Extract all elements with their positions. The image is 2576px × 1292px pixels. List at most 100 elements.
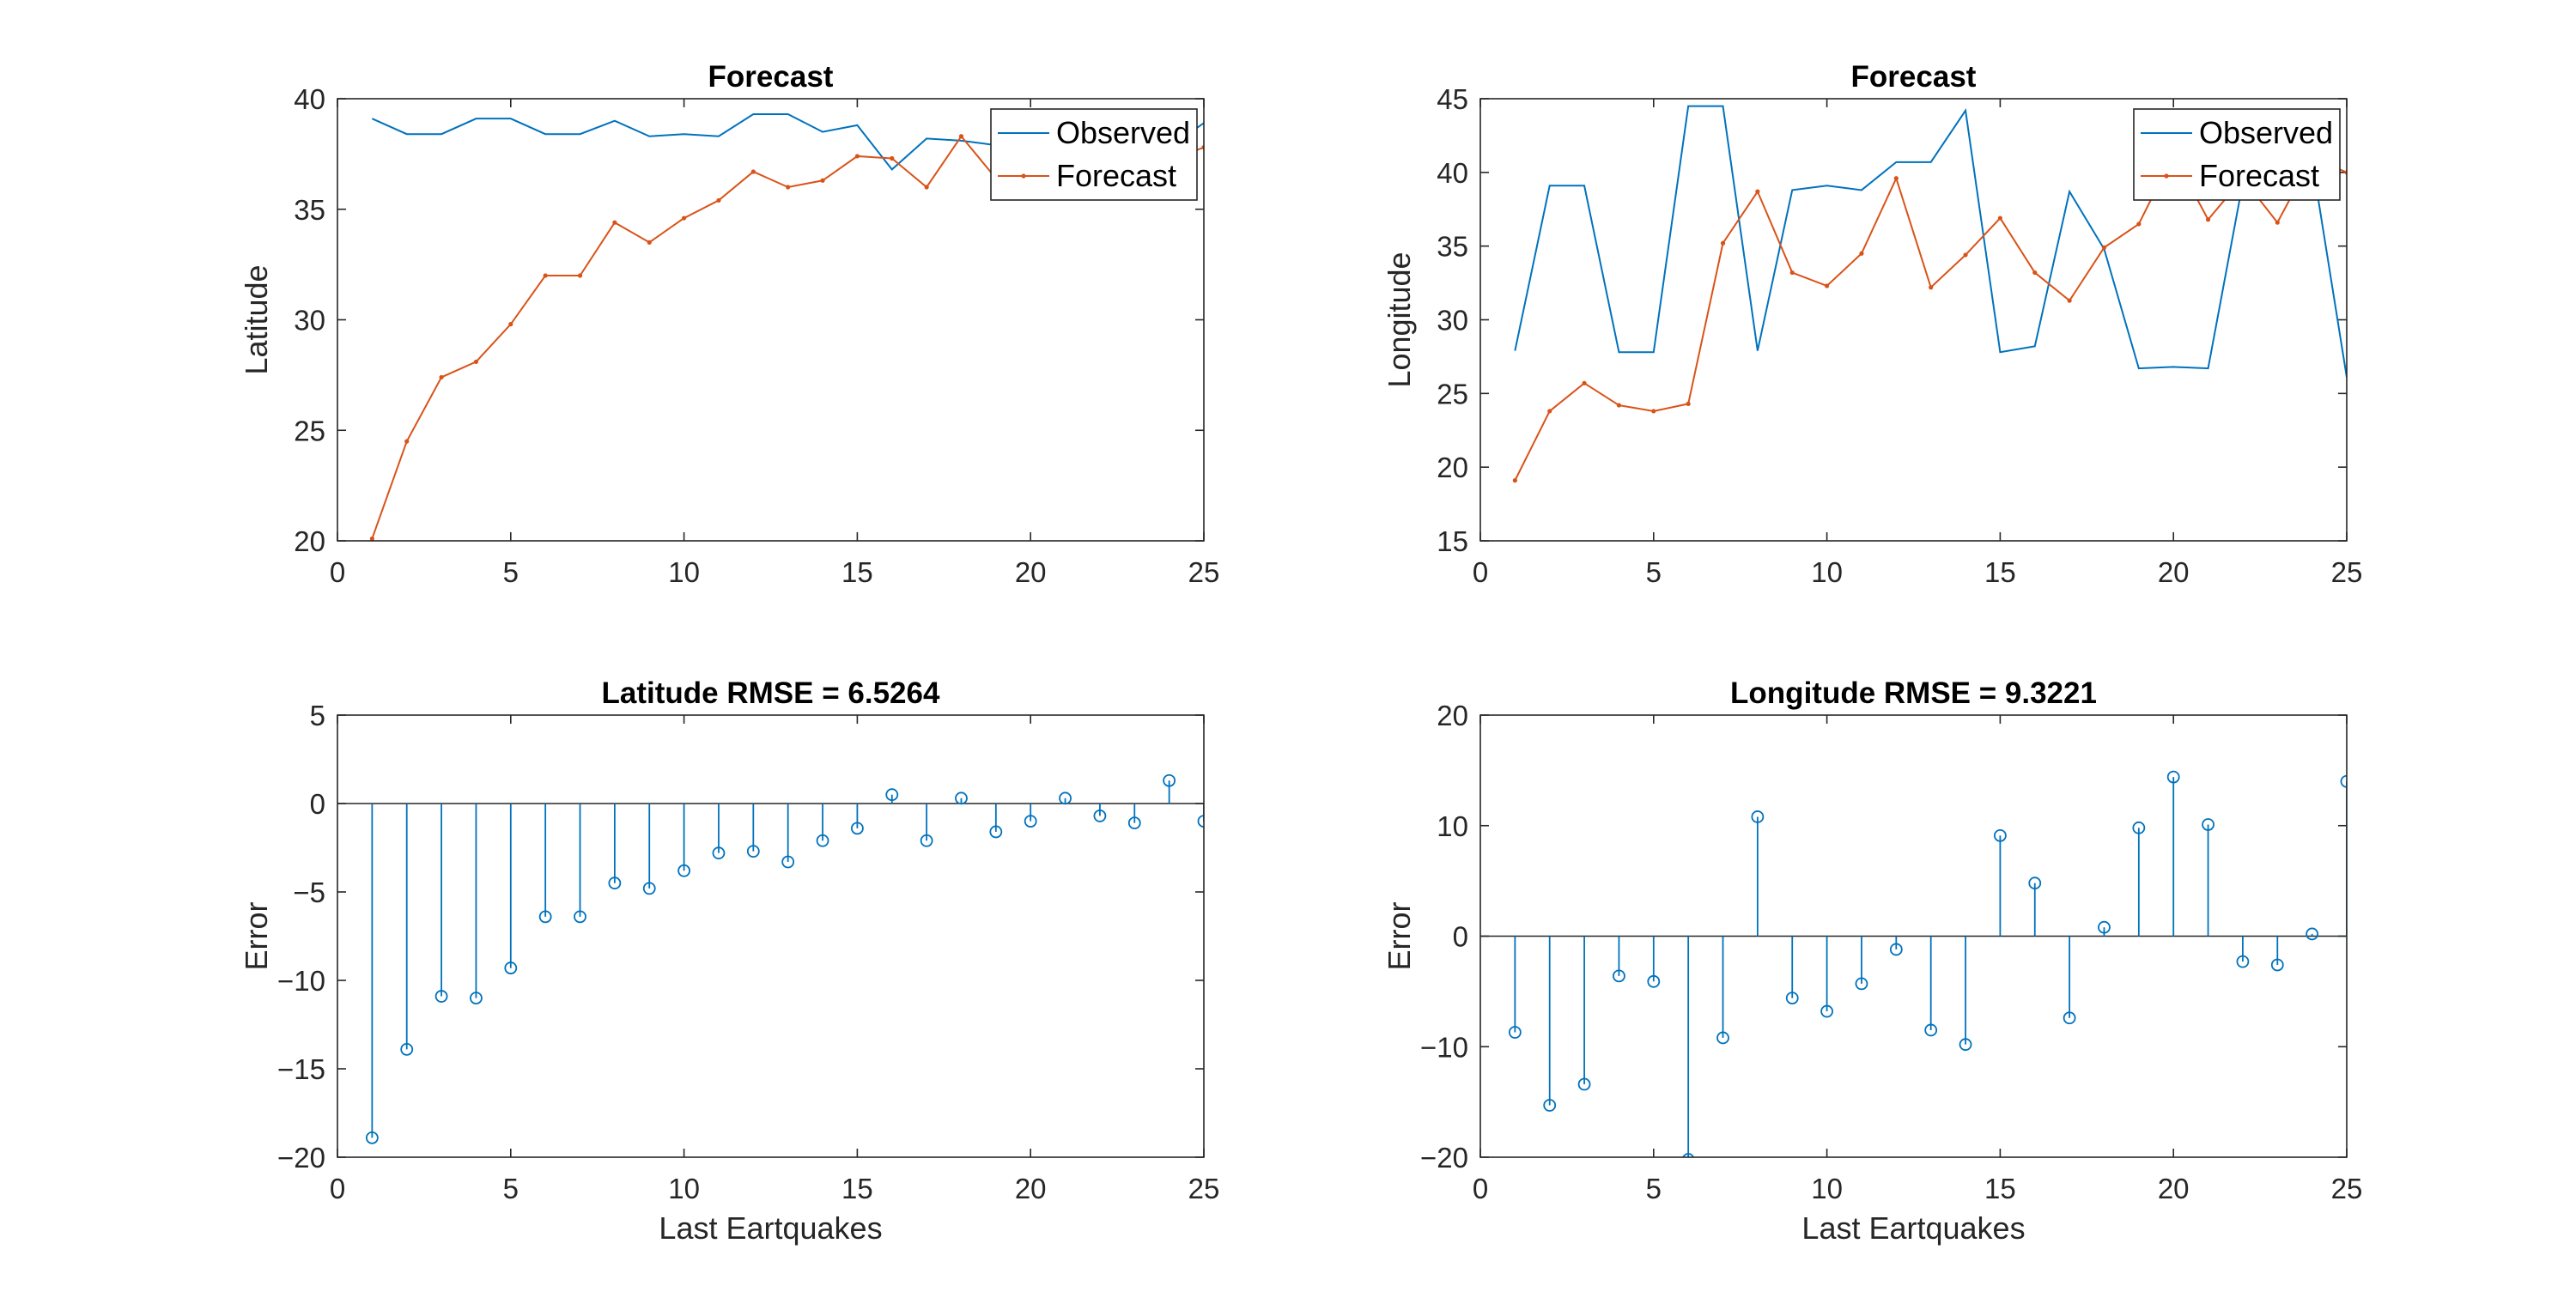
stem-marker bbox=[1751, 810, 1765, 823]
plot-area bbox=[337, 773, 1204, 1144]
stem-marker bbox=[2270, 958, 2284, 972]
chart-title: Latitude RMSE = 6.5264 bbox=[602, 676, 940, 710]
x-axis-label: Last Eartquakes bbox=[1801, 1210, 2025, 1246]
y-tick-label: 15 bbox=[1437, 525, 1468, 557]
axes-frame bbox=[337, 714, 1205, 1158]
y-tick-label: 0 bbox=[1453, 921, 1468, 953]
stem-marker bbox=[2132, 821, 2146, 834]
stem-marker bbox=[642, 882, 656, 895]
data-point-forecast bbox=[1859, 251, 1864, 256]
axes-frame bbox=[1479, 714, 2348, 1158]
data-point-forecast bbox=[1929, 285, 1934, 290]
stem-marker bbox=[1163, 773, 1176, 787]
chart-title: Forecast bbox=[1851, 60, 1977, 94]
chart-panel-3: Latitude RMSE = 6.5264 0 5 10 15 20 25 −20 −15 −1… bbox=[239, 676, 1219, 1246]
y-axis-label: Error bbox=[239, 901, 274, 970]
data-point-forecast bbox=[473, 359, 479, 365]
y-tick-label: 30 bbox=[294, 305, 325, 337]
data-point-forecast bbox=[369, 536, 374, 541]
data-point-forecast bbox=[543, 273, 548, 278]
y-tick-label: 30 bbox=[1437, 305, 1468, 337]
stem-marker bbox=[1785, 992, 1799, 1004]
y-tick-label: 0 bbox=[310, 788, 325, 820]
stem-marker bbox=[1889, 943, 1903, 956]
y-tick-label: 20 bbox=[1437, 452, 1468, 483]
data-point-forecast bbox=[890, 155, 895, 161]
stem-marker bbox=[677, 864, 690, 877]
x-tick-label: 5 bbox=[503, 556, 519, 588]
y-tick-label: 20 bbox=[1437, 700, 1468, 731]
stem-marker bbox=[470, 992, 483, 1004]
legend-label-forecast: Forecast bbox=[1056, 158, 1176, 193]
stem-marker bbox=[920, 834, 933, 847]
stem-marker bbox=[816, 834, 829, 847]
chart-title: Longitude RMSE = 9.3221 bbox=[1730, 676, 2097, 710]
stem-marker bbox=[365, 1131, 379, 1144]
x-tick-label: 5 bbox=[1646, 1173, 1662, 1204]
legend-label-forecast: Forecast bbox=[2199, 158, 2319, 193]
x-tick-label: 5 bbox=[503, 1173, 519, 1204]
x-axis-label: Last Eartquakes bbox=[659, 1210, 882, 1246]
x-tick-label: 20 bbox=[2158, 556, 2190, 588]
stem-marker bbox=[2340, 774, 2347, 788]
data-point-forecast bbox=[1997, 215, 2002, 221]
x-tick-label: 0 bbox=[1473, 1173, 1488, 1204]
y-tick-label: 35 bbox=[294, 194, 325, 226]
legend: Observed Forecast bbox=[990, 108, 1198, 201]
data-point-forecast bbox=[612, 220, 617, 225]
y-tick-label: 40 bbox=[294, 83, 325, 115]
x-tick-label: 10 bbox=[668, 1173, 700, 1204]
data-point-forecast bbox=[1755, 189, 1760, 194]
x-tick-label: 20 bbox=[1015, 1173, 1047, 1204]
axes-frame bbox=[337, 98, 1205, 542]
data-point-forecast bbox=[1720, 240, 1726, 246]
data-point-forecast bbox=[2101, 245, 2107, 250]
x-tick-label: 15 bbox=[841, 556, 873, 588]
data-point-forecast bbox=[682, 215, 687, 221]
data-point-forecast bbox=[1686, 401, 1691, 406]
y-tick-label: −10 bbox=[277, 965, 325, 997]
series-line-observed bbox=[1514, 105, 2347, 378]
data-point-forecast bbox=[1616, 403, 1622, 408]
data-point-forecast bbox=[508, 322, 513, 327]
chart-title: Forecast bbox=[708, 60, 834, 94]
data-point-forecast bbox=[716, 197, 721, 203]
legend-marker bbox=[2164, 173, 2169, 179]
y-tick-label: 25 bbox=[294, 415, 325, 446]
stem-marker bbox=[1577, 1077, 1591, 1091]
stem-marker bbox=[1093, 810, 1107, 822]
data-point-forecast bbox=[2205, 217, 2211, 222]
stem-marker bbox=[2063, 1011, 2076, 1025]
stem-marker bbox=[1716, 1031, 1729, 1045]
stem-marker bbox=[1197, 815, 1204, 828]
y-tick-label: −5 bbox=[293, 876, 325, 908]
data-point-forecast bbox=[2136, 221, 2142, 227]
y-tick-label: 10 bbox=[1437, 810, 1468, 842]
data-point-forecast bbox=[577, 273, 583, 278]
stem-marker bbox=[1613, 969, 1625, 983]
stem-marker bbox=[1543, 1099, 1557, 1112]
data-point-forecast bbox=[2067, 298, 2072, 303]
y-axis-label: Latitude bbox=[239, 264, 274, 374]
legend-label-observed: Observed bbox=[2199, 115, 2333, 150]
stem-marker bbox=[2028, 876, 2042, 890]
stem-marker bbox=[1959, 1038, 1972, 1052]
data-point-forecast bbox=[439, 374, 444, 380]
stem-marker bbox=[1924, 1023, 1938, 1037]
y-axis-label: Longitude bbox=[1382, 252, 1417, 387]
data-point-forecast bbox=[924, 185, 929, 190]
y-tick-label: −20 bbox=[1420, 1142, 1468, 1174]
stem-marker bbox=[538, 910, 552, 924]
stem-marker bbox=[712, 846, 726, 860]
data-point-forecast bbox=[404, 439, 410, 444]
stem-marker bbox=[1059, 792, 1072, 805]
chart-panel-2: Forecast 0 5 10 15 20 25 15 20 25 30 35 40 45 Longitud… bbox=[1382, 60, 2362, 588]
stem-marker bbox=[885, 788, 899, 802]
legend-label-observed: Observed bbox=[1056, 115, 1190, 150]
y-tick-label: 25 bbox=[1437, 378, 1468, 409]
x-tick-label: 25 bbox=[1188, 556, 1220, 588]
y-tick-label: 45 bbox=[1437, 83, 1468, 115]
data-point-forecast bbox=[1825, 283, 1830, 288]
y-tick-label: 20 bbox=[294, 525, 325, 557]
stem-marker bbox=[1127, 816, 1141, 830]
